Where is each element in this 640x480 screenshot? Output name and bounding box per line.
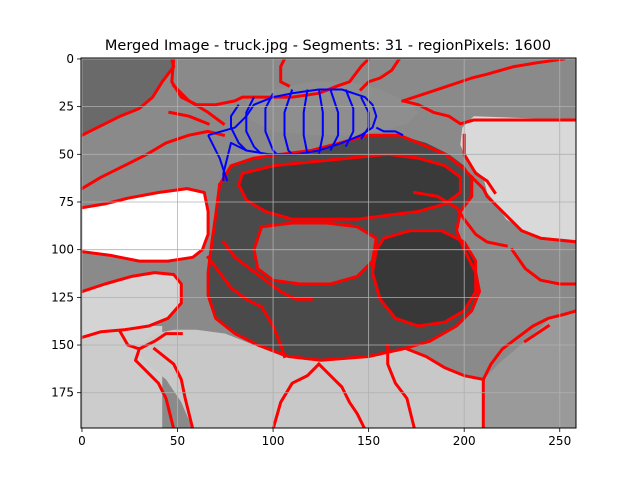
segment-region-1 bbox=[82, 59, 174, 136]
highlight-boundary-2 bbox=[207, 134, 229, 182]
segment-boundary-12 bbox=[401, 58, 566, 103]
y-axis: 0 25 50 75 100 125 150 175 bbox=[51, 52, 81, 400]
highlight-boundary-5 bbox=[245, 96, 263, 156]
segment-region-3 bbox=[82, 188, 209, 262]
highlight-boundary-7 bbox=[283, 89, 294, 156]
segment-boundary-6 bbox=[152, 346, 195, 428]
highlight-boundary-6 bbox=[264, 92, 278, 156]
segment-boundary-25 bbox=[316, 361, 366, 428]
highlight-boundary-4 bbox=[230, 104, 248, 152]
segment-boundary-29 bbox=[523, 323, 551, 344]
y-tick-label-5: 125 bbox=[51, 290, 74, 304]
segment-boundary-23 bbox=[134, 347, 175, 428]
x-tick-label-0: 0 bbox=[78, 434, 86, 448]
y-tick-label-0: 0 bbox=[66, 52, 74, 66]
x-tick-label-3: 150 bbox=[357, 434, 380, 448]
axes-frame bbox=[80, 57, 577, 429]
segment-region-10 bbox=[254, 223, 377, 284]
y-tick-label-6: 150 bbox=[51, 338, 74, 352]
segment-boundary-24 bbox=[271, 361, 322, 428]
segment-boundary-21 bbox=[205, 255, 287, 359]
segment-region-6 bbox=[135, 329, 484, 428]
x-tick-label-1: 50 bbox=[170, 434, 185, 448]
highlight-boundary-8 bbox=[302, 89, 309, 155]
x-tick-label-2: 100 bbox=[262, 434, 285, 448]
segment-boundary-14 bbox=[397, 133, 576, 244]
segment-boundary-22 bbox=[221, 239, 313, 301]
segment-boundary-27 bbox=[481, 309, 576, 428]
segment-boundary-13 bbox=[401, 99, 576, 126]
segment-boundary-28 bbox=[404, 346, 486, 382]
chart-title: Merged Image - truck.jpg - Segments: 31 … bbox=[105, 38, 551, 54]
segment-region-2 bbox=[460, 116, 576, 241]
segmented-image bbox=[81, 58, 576, 428]
highlight-boundary-3 bbox=[375, 126, 404, 137]
segment-region-11 bbox=[372, 230, 476, 326]
segment-boundary-18 bbox=[237, 152, 462, 221]
segment-boundary-8 bbox=[168, 110, 211, 126]
highlight-boundary-1 bbox=[207, 88, 378, 181]
y-tick-label-2: 50 bbox=[59, 147, 74, 161]
segment-region-7 bbox=[483, 310, 576, 428]
y-tick-label-4: 100 bbox=[51, 243, 74, 257]
segment-boundary-30 bbox=[509, 247, 576, 286]
segment-boundary-26 bbox=[386, 343, 416, 428]
segment-boundary-20 bbox=[371, 229, 478, 328]
y-tick-label-1: 25 bbox=[59, 100, 74, 114]
x-tick-label-5: 250 bbox=[548, 434, 571, 448]
grid bbox=[81, 58, 576, 428]
x-axis: 0 50 100 150 200 250 bbox=[78, 428, 571, 448]
segment-boundary-19 bbox=[252, 221, 378, 286]
highlight-boundary-11 bbox=[344, 89, 355, 148]
highlight-boundary-10 bbox=[329, 89, 340, 151]
plot-area: 0 50 100 150 200 250 0 25 50 75 100 125 150 175 bbox=[51, 52, 577, 448]
y-tick-label-3: 75 bbox=[59, 195, 74, 209]
segment-boundary-2 bbox=[81, 129, 226, 191]
segment-region-4 bbox=[82, 272, 182, 338]
segment-region-9 bbox=[238, 154, 461, 220]
segment-boundary-11 bbox=[358, 58, 402, 92]
x-tick-label-4: 200 bbox=[453, 434, 476, 448]
y-tick-label-7: 175 bbox=[51, 386, 74, 400]
segment-boundary-3 bbox=[81, 187, 210, 263]
segment-boundary-10 bbox=[279, 58, 291, 88]
highlight-boundary-9 bbox=[317, 89, 324, 155]
